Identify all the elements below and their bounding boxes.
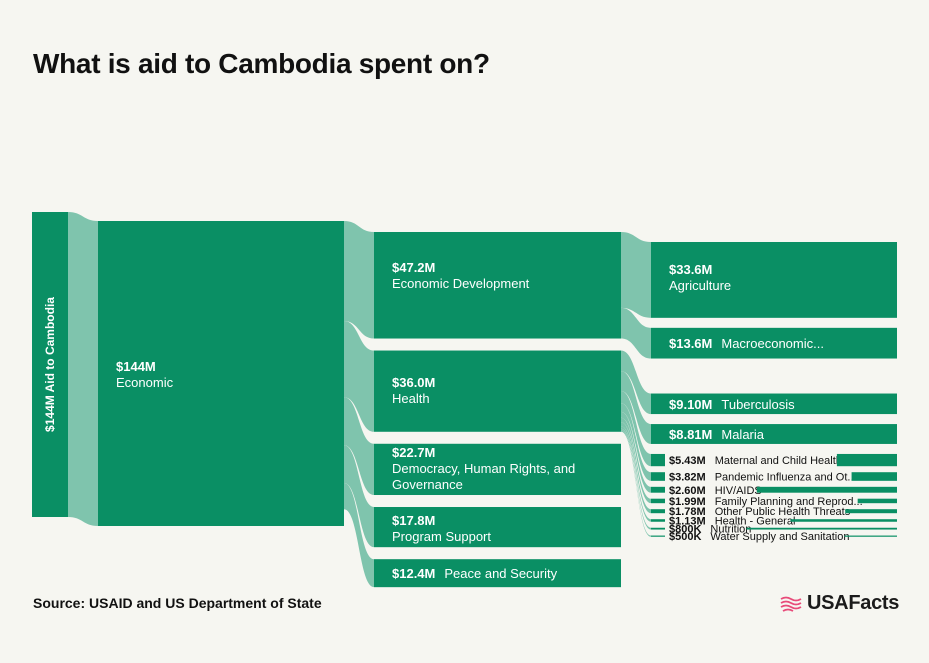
brand-name: USAFacts [807, 592, 900, 614]
category-node-peace-and-security [374, 559, 621, 588]
subcategory-marker-hiv-aids [651, 486, 665, 493]
subcategory-marker-family-planning-and-reprod [651, 498, 665, 504]
subcategory-bar-water-supply-and-sanitation [844, 535, 897, 537]
subcategory-bar-other-public-health-threats [845, 509, 897, 514]
category-name-democracy-human-rights-and-governance-line2: Governance [392, 477, 463, 492]
sector-node-economic [98, 221, 344, 526]
subcategory-bar-health-general [790, 519, 897, 522]
link-health-health-general [621, 426, 651, 522]
link-health-water-supply-and-sanitation [621, 430, 651, 537]
subcategory-label-tuberculosis: $9.10M Tuberculosis [669, 397, 795, 412]
subcategory-value-agriculture: $33.6M [669, 262, 712, 277]
category-node-program-support [374, 507, 621, 548]
subcategory-label-nutrition: $800K Nutrition [669, 524, 751, 536]
category-node-democracy-human-rights-and-governance [374, 443, 621, 496]
sector-value-label: $144M [116, 359, 156, 374]
category-value-program-support: $17.8M [392, 513, 435, 528]
category-value-democracy-human-rights-and-governance: $22.7M [392, 445, 435, 460]
category-name-economic-development: Economic Development [392, 276, 530, 291]
category-label-peace-and-security: $12.4M Peace and Security [392, 566, 558, 581]
subcategory-node-malaria [651, 424, 897, 444]
link-sector-health [344, 320, 374, 432]
subcategory-marker-health-general [651, 519, 665, 522]
link-sector-peace-and-security [344, 483, 374, 588]
category-value-health: $36.0M [392, 375, 435, 390]
category-name-democracy-human-rights-and-governance-line1: Democracy, Human Rights, and [392, 461, 575, 476]
link-health-family-planning-and-reprod [621, 417, 651, 504]
subcategory-marker-water-supply-and-sanitation [651, 535, 665, 537]
link-health-other-public-health-threats [621, 422, 651, 514]
source-note: Source: USAID and US Department of State [33, 595, 322, 611]
subcategory-label-health-general: $1.13M Health - General [669, 515, 795, 527]
subcategory-marker-nutrition [651, 527, 665, 530]
subcategory-label-water-supply-and-sanitation: $500K Water Supply and Sanitation [669, 531, 849, 543]
subcategory-label-family-planning-and-reprod: $1.99M Family Planning and Reprod... [669, 496, 863, 508]
subcategory-label-hiv-aids: $2.60M HIV/AIDS [669, 485, 762, 497]
chart-title: What is aid to Cambodia spent on? [33, 48, 490, 79]
subcategory-label-maternal-and-child-health: $5.43M Maternal and Child Health [669, 455, 842, 467]
link-health-hiv-aids [621, 411, 651, 493]
subcategory-label-pandemic-influenza-and-ot: $3.82M Pandemic Influenza and Ot... [669, 472, 857, 484]
subcategory-marker-other-public-health-threats [651, 509, 665, 514]
subcategory-label-malaria: $8.81M Malaria [669, 427, 765, 442]
subcategory-bar-hiv-aids [756, 486, 897, 493]
subcategory-node-tuberculosis [651, 393, 897, 415]
link-root-economic [68, 212, 98, 526]
subcategory-node-macroeconomic [651, 327, 897, 359]
flag-icon [780, 596, 802, 612]
link-health-malaria [621, 371, 651, 444]
link-health-tuberculosis [621, 350, 651, 415]
sector-name-label: Economic [116, 375, 174, 390]
link-economic-development-macroeconomic [621, 307, 651, 359]
link-sector-program-support [344, 445, 374, 548]
subcategory-label-other-public-health-threats: $1.78M Other Public Health Threats [669, 506, 851, 518]
link-economic-development-agriculture [621, 232, 651, 318]
category-node-economic-development [374, 232, 621, 339]
subcategory-marker-pandemic-influenza-and-ot [651, 472, 665, 481]
category-name-program-support: Program Support [392, 529, 491, 544]
subcategory-bar-family-planning-and-reprod [857, 498, 897, 504]
subcategory-bar-nutrition [746, 527, 897, 530]
sankey-links [68, 212, 651, 588]
subcategory-bar-maternal-and-child-health [836, 453, 897, 467]
link-health-maternal-and-child-health [621, 390, 651, 467]
link-sector-economic-development [344, 221, 374, 339]
subcategory-label-macroeconomic: $13.6M Macroeconomic... [669, 336, 824, 351]
category-name-health: Health [392, 391, 430, 406]
link-sector-democracy-human-rights-and-governance [344, 397, 374, 496]
subcategory-node-agriculture [651, 242, 897, 318]
link-health-nutrition [621, 428, 651, 530]
category-value-economic-development: $47.2M [392, 260, 435, 275]
link-health-pandemic-influenza-and-ot [621, 403, 651, 481]
brand-logo: USAFacts [780, 592, 899, 615]
category-node-health [374, 350, 621, 432]
root-node [32, 212, 68, 517]
subcategory-marker-maternal-and-child-health [651, 453, 665, 467]
subcategory-bar-pandemic-influenza-and-ot [851, 472, 897, 481]
subcategory-name-agriculture: Agriculture [669, 278, 731, 293]
root-node-label: $144M Aid to Cambodia [43, 297, 57, 432]
